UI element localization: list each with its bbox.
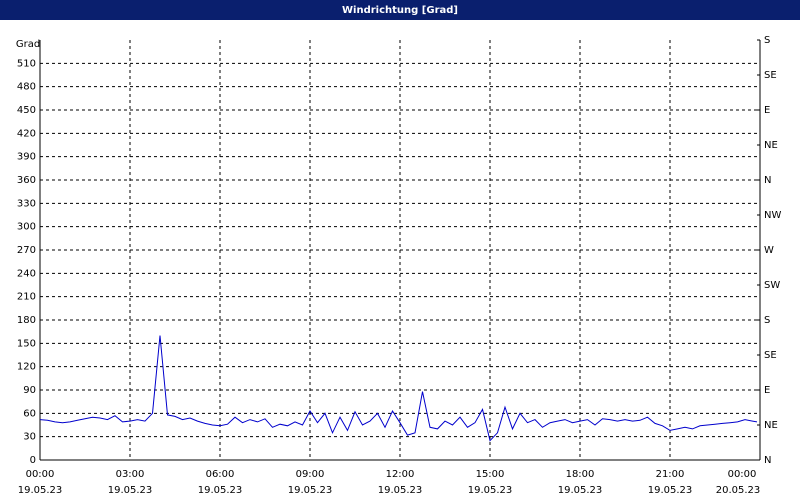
y-tick-label: 270 [17,245,36,256]
y-tick-label: 300 [17,222,36,233]
y2-tick-label: N [764,455,771,466]
x-tick-date: 19.05.23 [18,485,63,496]
x-tick-date: 19.05.23 [378,485,423,496]
y2-tick-label: E [764,105,770,116]
x-tick-label: 03:00 [116,469,145,480]
x-tick-date: 19.05.23 [558,485,603,496]
y2-tick-label: NE [764,420,778,431]
y2-tick-label: NW [764,210,781,221]
y2-tick-label: S [764,315,770,326]
y2-tick-label: W [764,245,774,256]
y-tick-label: 240 [17,268,36,279]
y2-tick-label: SW [764,280,780,291]
x-tick-label: 18:00 [566,469,595,480]
x-tick-date: 19.05.23 [288,485,333,496]
y-tick-label: 210 [17,292,36,303]
y2-tick-label: NE [764,140,778,151]
y-tick-label: 420 [17,128,36,139]
y-tick-label: 60 [23,408,36,419]
y-tick-label: 450 [17,105,36,116]
data-line [39,335,758,442]
x-tick-date: 19.05.23 [198,485,243,496]
y2-tick-label: N [764,175,771,186]
y-tick-label: 330 [17,198,36,209]
y-tick-label: 480 [17,82,36,93]
x-tick-date: 20.05.23 [716,485,761,496]
x-tick-label: 06:00 [206,469,235,480]
x-tick-date: 19.05.23 [108,485,153,496]
x-tick-label: 15:00 [476,469,505,480]
x-tick-label: 00:00 [728,469,757,480]
y-tick-label: 390 [17,152,36,163]
x-tick-label: 12:00 [386,469,415,480]
y2-tick-label: S [764,35,770,46]
x-tick-label: 00:00 [26,469,55,480]
y2-tick-label: SE [764,70,777,81]
y-tick-label: 120 [17,362,36,373]
x-tick-label: 21:00 [656,469,685,480]
y-tick-label: 360 [17,175,36,186]
y2-tick-label: SE [764,350,777,361]
y-tick-label: 0 [30,455,36,466]
x-tick-date: 19.05.23 [648,485,693,496]
y-tick-label: 30 [23,432,36,443]
x-tick-date: 19.05.23 [468,485,513,496]
y-axis-label: Grad [16,39,40,50]
y-tick-label: 510 [17,58,36,69]
x-tick-label: 09:00 [296,469,325,480]
title-bar [0,0,800,20]
chart-title: Windrichtung [Grad] [342,5,458,16]
y-tick-label: 180 [17,315,36,326]
y2-tick-label: E [764,385,770,396]
y-tick-label: 150 [17,338,36,349]
y-tick-label: 90 [23,385,36,396]
